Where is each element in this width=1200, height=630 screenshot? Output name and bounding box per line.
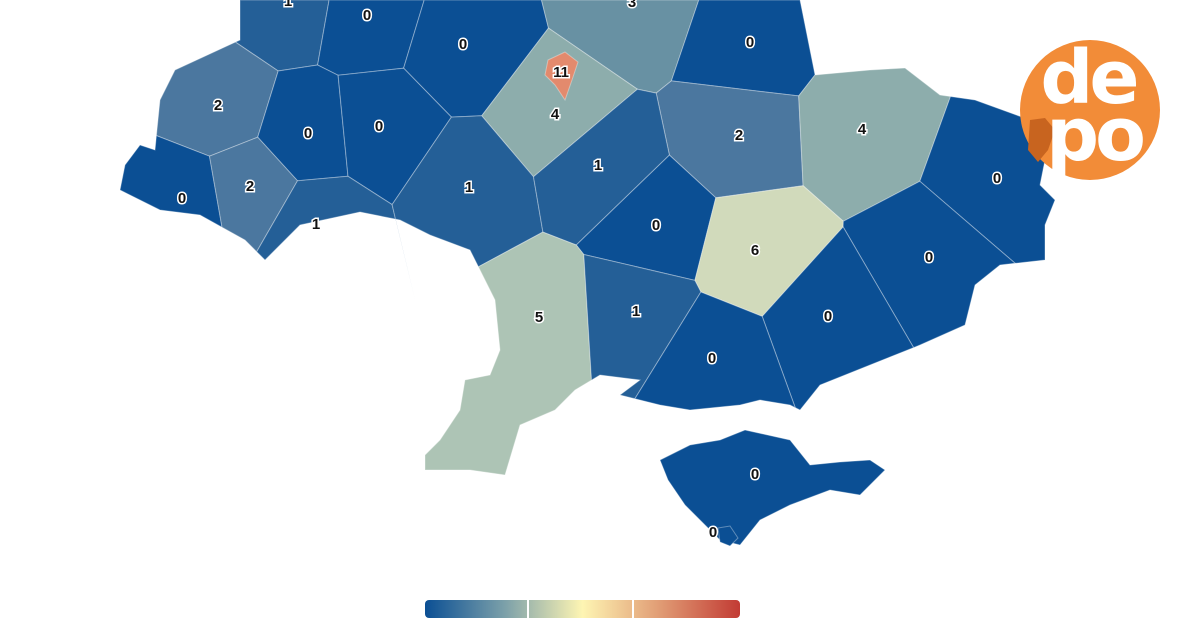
region (634, 291, 797, 411)
region-label: 4 (551, 106, 560, 123)
region (256, 175, 416, 301)
region-label: 0 (751, 466, 759, 483)
region-label: 4 (858, 121, 867, 138)
region (717, 525, 739, 547)
logo-circle (1020, 40, 1160, 180)
region (842, 180, 1017, 349)
region-label: 1 (465, 179, 473, 196)
region-label: 6 (751, 242, 759, 259)
region-label: 1 (312, 216, 320, 233)
region-label: 3 (628, 0, 636, 11)
logo: de po (1020, 35, 1160, 180)
region-label: 0 (993, 170, 1001, 187)
region-label: 0 (375, 118, 383, 135)
region-label: 1 (284, 0, 292, 10)
region (583, 253, 702, 400)
region-label: 1 (632, 303, 640, 320)
region-label: 0 (363, 7, 371, 24)
region-label: 0 (459, 36, 467, 53)
colorbar-gradient (425, 600, 740, 618)
region-label: 0 (708, 350, 716, 367)
region-label: 0 (652, 217, 660, 234)
region-label: 1 (594, 157, 602, 174)
region-label: 11 (553, 64, 569, 81)
region (670, 0, 816, 97)
region-label: 0 (304, 125, 312, 142)
region-label: 0 (925, 249, 933, 266)
region-label: 2 (214, 97, 222, 114)
region (544, 51, 579, 102)
region-label: 0 (709, 524, 717, 541)
region-label: 0 (178, 190, 186, 207)
region (659, 429, 886, 546)
region-label: 2 (735, 127, 743, 144)
regions (119, 0, 1056, 547)
region (155, 41, 279, 157)
region (761, 226, 915, 411)
logo-text: de (1040, 35, 1136, 121)
region-label: 2 (246, 178, 254, 195)
colorbar (425, 600, 740, 618)
region (424, 231, 593, 476)
region (119, 134, 223, 229)
region-label: 0 (746, 34, 754, 51)
logo-text: po (1046, 92, 1143, 178)
region-label: 5 (535, 309, 543, 326)
region-label: 0 (824, 308, 832, 325)
logo-blot (1028, 118, 1055, 162)
